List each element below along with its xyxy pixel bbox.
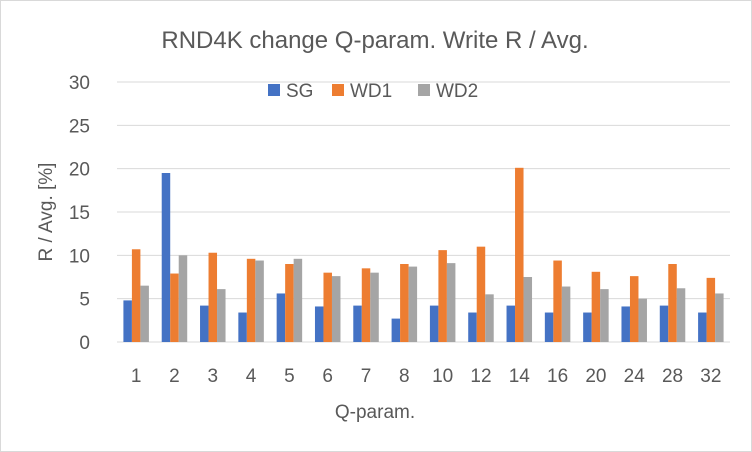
bar-wd1-14 (515, 167, 524, 342)
bar-wd1-4 (246, 258, 256, 342)
bar-wd1-20 (591, 271, 601, 342)
x-tick-label: 10 (432, 366, 453, 387)
y-tick-label: 15 (69, 203, 90, 224)
bar-wd1-8 (400, 264, 409, 342)
y-axis-ticks: 0 5 10 15 20 25 30 (69, 73, 90, 354)
bar-wd1-6 (323, 272, 332, 342)
bar-wd2-16 (561, 286, 571, 342)
legend: SG WD1 WD2 (268, 81, 478, 102)
x-tick-label: 32 (700, 366, 721, 387)
bar-sg-12 (468, 312, 477, 342)
legend-swatch-wd1 (332, 84, 344, 96)
bar-sg-10 (429, 305, 439, 342)
legend-swatch-wd2 (418, 84, 430, 96)
bar-wd2-3 (217, 289, 226, 342)
x-tick-label: 20 (585, 366, 606, 387)
bar-sg-20 (583, 312, 592, 342)
bar-wd2-12 (485, 294, 494, 342)
x-tick-label: 5 (284, 366, 295, 387)
y-tick-label: 0 (79, 333, 90, 354)
bars (123, 167, 724, 342)
bar-sg-5 (276, 293, 286, 342)
bar-wd2-28 (676, 288, 686, 342)
x-axis-ticks: 1 2 3 4 5 6 7 8 10 12 14 16 20 24 28 32 (131, 366, 722, 387)
x-tick-label: 14 (509, 366, 531, 387)
x-tick-label: 16 (547, 366, 568, 387)
bar-sg-14 (506, 305, 516, 342)
bar-wd2-10 (446, 263, 456, 342)
bar-sg-2 (161, 173, 171, 342)
legend-swatch-sg (268, 84, 280, 96)
bar-wd2-7 (370, 272, 379, 342)
x-tick-label: 8 (399, 366, 410, 387)
x-tick-label: 28 (662, 366, 683, 387)
bar-wd2-5 (293, 258, 303, 342)
x-tick-label: 4 (246, 366, 257, 387)
bar-sg-6 (314, 306, 324, 342)
bar-wd1-10 (438, 250, 447, 342)
bar-sg-24 (621, 306, 630, 342)
bar-wd2-8 (408, 266, 418, 342)
x-tick-label: 6 (322, 366, 333, 387)
x-axis-label: Q-param. (335, 402, 415, 423)
x-tick-label: 24 (624, 366, 646, 387)
y-tick-label: 5 (79, 290, 90, 311)
bar-sg-1 (123, 300, 132, 342)
bar-sg-8 (391, 318, 401, 342)
bar-wd1-1 (131, 249, 141, 342)
bar-sg-7 (353, 305, 362, 342)
bar-wd2-2 (178, 255, 188, 342)
bar-wd2-14 (523, 277, 533, 342)
bar-sg-4 (238, 312, 247, 342)
bar-sg-28 (659, 305, 669, 342)
bar-wd2-32 (715, 293, 724, 342)
bar-wd1-2 (170, 273, 179, 342)
bar-wd1-28 (668, 264, 677, 342)
bar-sg-3 (200, 305, 209, 342)
bar-wd2-6 (331, 276, 341, 342)
bar-wd2-20 (600, 289, 609, 342)
bar-wd2-4 (255, 260, 264, 342)
bar-wd1-16 (553, 260, 562, 342)
y-tick-label: 10 (69, 246, 90, 267)
y-tick-label: 30 (69, 73, 90, 94)
bar-sg-32 (698, 312, 707, 342)
bar-wd1-24 (629, 276, 639, 342)
x-tick-label: 7 (361, 366, 372, 387)
bar-wd2-1 (140, 285, 149, 342)
bar-wd1-12 (476, 246, 486, 342)
legend-label-sg: SG (286, 81, 313, 102)
bar-wd1-5 (285, 264, 294, 342)
chart-title: RND4K change Q-param. Write R / Avg. (161, 27, 588, 54)
x-tick-label: 12 (470, 366, 491, 387)
legend-label-wd2: WD2 (436, 81, 478, 102)
bar-wd1-3 (208, 252, 218, 342)
y-tick-label: 20 (69, 160, 90, 181)
bar-wd1-32 (706, 277, 716, 342)
bar-wd2-24 (638, 298, 647, 342)
y-tick-label: 25 (69, 116, 90, 137)
bar-sg-16 (544, 312, 554, 342)
x-tick-label: 3 (207, 366, 218, 387)
bar-wd1-7 (361, 268, 371, 342)
y-axis-label: R / Avg. [%] (36, 163, 57, 262)
legend-label-wd1: WD1 (350, 81, 392, 102)
x-tick-label: 2 (169, 366, 180, 387)
x-tick-label: 1 (131, 366, 142, 387)
